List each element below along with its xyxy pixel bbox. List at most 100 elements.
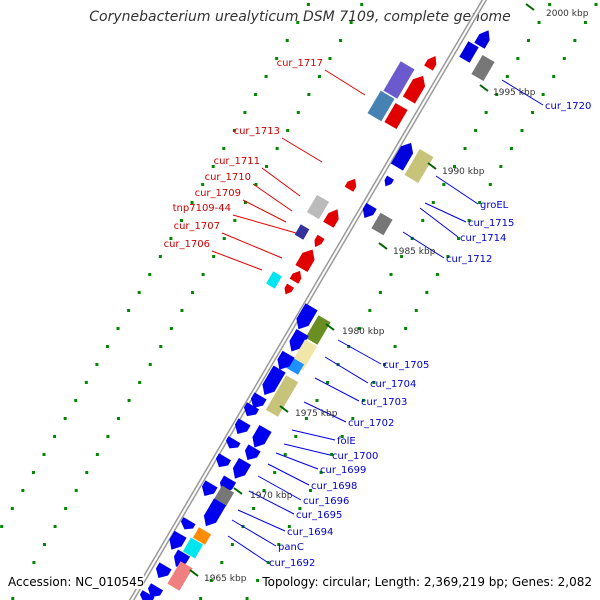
tick-dot (378, 291, 382, 294)
gene-feature-body (371, 212, 393, 236)
gene-label-cur_1703: cur_1703 (361, 397, 407, 408)
gene-feature-body (250, 392, 267, 409)
gene-feature (314, 234, 325, 248)
gene-feature-body (201, 480, 218, 497)
tick-dot (360, 3, 364, 6)
gene-feature-body (244, 444, 261, 461)
gene-feature (201, 480, 218, 497)
tick-dot (117, 417, 121, 420)
leader-line (435, 175, 479, 205)
gene-feature (474, 30, 490, 49)
gene-feature-body (192, 527, 212, 545)
gene-label-cur_1713: cur_1713 (234, 126, 280, 137)
gene-feature (215, 453, 232, 468)
tick-dot (64, 507, 68, 510)
tick-dot (326, 381, 330, 384)
gene-feature-body (284, 283, 294, 295)
leader-line (261, 167, 301, 197)
tick-dot (287, 525, 291, 528)
gene-feature (180, 517, 196, 530)
tick-dot (266, 561, 270, 564)
tick-dot (286, 129, 290, 132)
tick-dot (220, 561, 224, 564)
tick-dot (488, 183, 492, 186)
tick-dot (368, 309, 372, 312)
gene-feature (383, 61, 415, 99)
gene-label-cur_1706: cur_1706 (164, 239, 210, 250)
leader-line (419, 207, 459, 238)
gene-feature (139, 590, 155, 600)
leader-line (267, 463, 310, 486)
gene-feature (252, 424, 272, 448)
tick-dot (169, 327, 173, 330)
gene-feature-body (277, 350, 295, 370)
tick-dot (509, 147, 513, 150)
gene-feature (155, 562, 172, 579)
tick-dot (190, 201, 194, 204)
gene-label-cur_1711: cur_1711 (214, 156, 260, 167)
gene-feature (243, 402, 260, 417)
gene-feature-body (265, 375, 299, 417)
tick-dot (191, 291, 195, 294)
gene-feature-body (266, 271, 282, 289)
tick-dot (319, 471, 323, 474)
gene-feature (344, 178, 357, 192)
leader-line (252, 183, 293, 212)
tick-dot (463, 147, 467, 150)
tick-dot (442, 183, 446, 186)
tick-dot (452, 165, 456, 168)
tick-dot (400, 255, 404, 258)
topology-label: Topology: circular; Length: 2,369,219 bp… (262, 575, 592, 589)
tick-dot (393, 345, 397, 348)
gene-feature-body (289, 270, 302, 284)
leader-line (324, 69, 366, 96)
gene-feature-body (459, 41, 479, 63)
tick-dot (243, 201, 247, 204)
leader-line (501, 79, 544, 106)
leader-line (281, 137, 323, 163)
tick-dot (552, 75, 556, 78)
kbp-tick-mark (525, 3, 535, 11)
tick-dot (127, 399, 131, 402)
gene-feature-body (225, 436, 241, 449)
tick-dot (573, 39, 577, 42)
tick-dot (425, 291, 429, 294)
tick-dot (361, 399, 365, 402)
tick-dot (252, 507, 256, 510)
gene-label-cur_1692: cur_1692 (269, 558, 315, 569)
gene-feature-body (424, 55, 437, 71)
tick-dot (209, 579, 213, 582)
gene-feature (362, 202, 377, 219)
tick-dot (95, 363, 99, 366)
tick-dot (275, 57, 279, 60)
gene-feature-body (404, 149, 434, 183)
tick-dot (317, 75, 321, 78)
tick-dot (414, 309, 418, 312)
tick-dot (307, 93, 311, 96)
gene-label-cur_1717: cur_1717 (277, 58, 323, 69)
leader-line (283, 443, 331, 456)
tick-dot (457, 237, 461, 240)
kbp-tick-mark (279, 405, 289, 413)
tick-dot (254, 183, 258, 186)
tick-dot (505, 75, 509, 78)
gene-feature (384, 102, 408, 130)
kbp-label: 1970 kbp (250, 491, 293, 501)
tick-dot (32, 561, 36, 564)
tick-dot (520, 129, 524, 132)
kbp-label: 1990 kbp (442, 167, 485, 177)
kbp-tick-mark (189, 569, 199, 577)
tick-dot (467, 219, 471, 222)
tick-dot (516, 57, 520, 60)
gene-feature-body (173, 549, 191, 567)
kbp-label: 2000 kbp (546, 9, 589, 19)
tick-dot (222, 237, 226, 240)
gene-feature-body (215, 453, 232, 468)
gene-feature-body (289, 328, 309, 352)
gene-feature-body (167, 561, 193, 591)
tick-dot (232, 129, 236, 132)
tick-dot (74, 489, 78, 492)
tick-dot (431, 201, 435, 204)
tick-dot (349, 21, 353, 24)
